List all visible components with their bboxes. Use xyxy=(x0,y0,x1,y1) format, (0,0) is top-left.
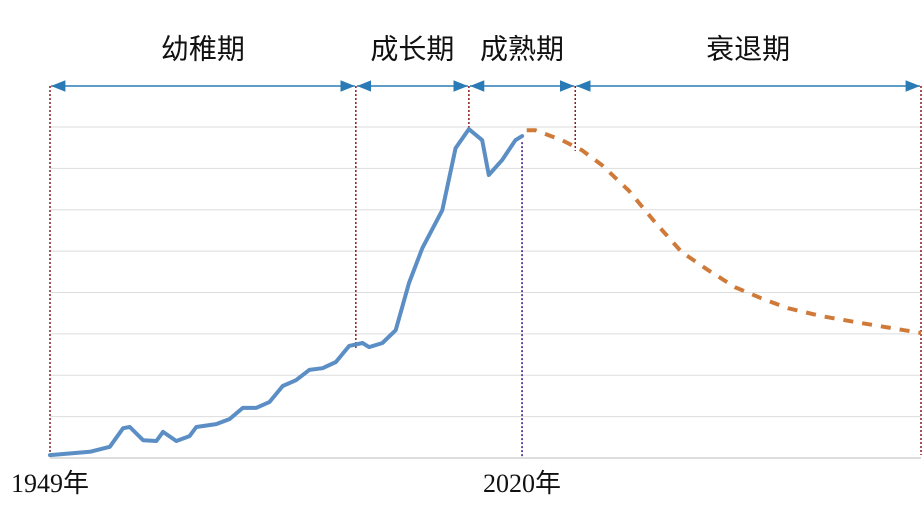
phase-label: 成长期 xyxy=(370,33,454,65)
phase-label: 幼稚期 xyxy=(161,33,245,65)
x-tick-label: 1949年 xyxy=(11,469,89,498)
phase-label: 成熟期 xyxy=(480,33,564,65)
series-line xyxy=(526,128,922,335)
series-line xyxy=(48,127,525,458)
x-tick-label: 2020年 xyxy=(483,469,561,498)
phase-label: 衰退期 xyxy=(706,33,790,65)
